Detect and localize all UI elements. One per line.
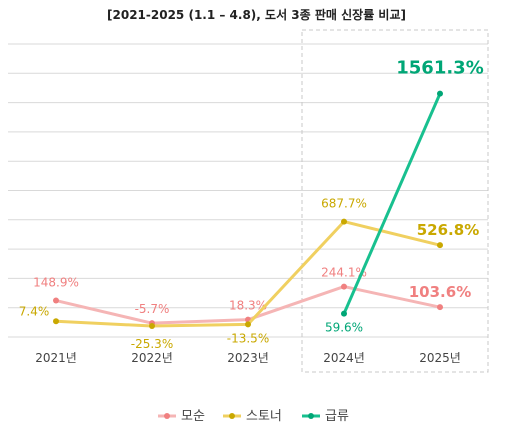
data-label: 18.3% bbox=[229, 299, 267, 313]
legend-entry: 급류 bbox=[325, 409, 349, 424]
data-label: 687.7% bbox=[321, 197, 367, 211]
data-point bbox=[437, 90, 443, 97]
legend-entry: 모순 bbox=[181, 409, 205, 424]
series-line-급류 bbox=[342, 93, 442, 315]
data-point bbox=[341, 283, 347, 290]
data-label: 526.8% bbox=[417, 221, 479, 239]
highlight-box bbox=[301, 29, 489, 373]
data-label: 59.6% bbox=[325, 321, 363, 335]
chart-title: [2021-2025 (1.1 – 4.8), 도서 3종 판매 신장률 비교] bbox=[107, 8, 406, 22]
data-point bbox=[149, 323, 155, 330]
data-label: 148.9% bbox=[33, 276, 79, 290]
data-point bbox=[437, 304, 443, 311]
x-tick-label: 2022년 bbox=[131, 351, 173, 365]
data-label: -13.5% bbox=[227, 331, 269, 345]
data-label: -25.3% bbox=[131, 337, 173, 351]
data-point bbox=[341, 218, 347, 225]
x-tick-label: 2023년 bbox=[227, 351, 269, 365]
x-tick-label: 2025년 bbox=[419, 351, 461, 365]
data-label: 103.6% bbox=[409, 283, 471, 301]
legend-marker bbox=[308, 413, 314, 419]
legend-marker bbox=[229, 413, 235, 419]
x-tick-label: 2021년 bbox=[35, 351, 77, 365]
data-label: 7.4% bbox=[19, 304, 50, 318]
legend-entry: 스토너 bbox=[246, 409, 282, 424]
data-point bbox=[437, 242, 443, 249]
legend-marker bbox=[164, 413, 170, 419]
data-point bbox=[53, 318, 59, 325]
data-label: 244.1% bbox=[321, 266, 367, 280]
data-point bbox=[53, 297, 59, 304]
x-tick-label: 2024년 bbox=[323, 351, 365, 365]
data-label: 1561.3% bbox=[396, 58, 484, 79]
data-point bbox=[245, 321, 251, 328]
data-point bbox=[341, 310, 347, 317]
data-label: -5.7% bbox=[135, 302, 170, 316]
